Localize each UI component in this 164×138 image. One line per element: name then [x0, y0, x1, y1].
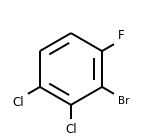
Text: Cl: Cl — [13, 96, 24, 109]
Text: Br: Br — [118, 96, 129, 106]
Text: F: F — [118, 29, 124, 42]
Text: Cl: Cl — [65, 123, 77, 136]
